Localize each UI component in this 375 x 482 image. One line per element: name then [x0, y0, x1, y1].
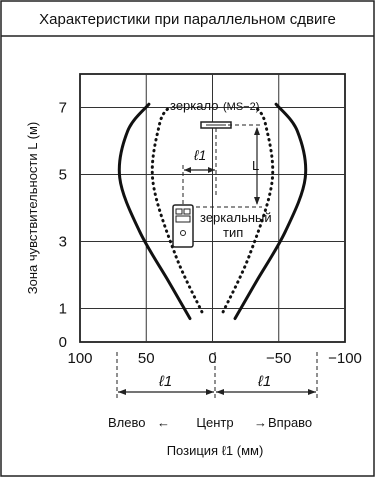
x-tick-labels: 100 50 0 −50 −100 — [67, 350, 361, 367]
direction-center-label: Центр — [196, 415, 233, 430]
y-tick-label: 1 — [59, 301, 67, 318]
y-axis-label: Зона чувствительности L (м) — [25, 122, 40, 294]
y-tick-label: 0 — [59, 334, 67, 351]
l1-arrow-left — [184, 167, 191, 173]
curves — [117, 102, 308, 321]
y-tick-label: 3 — [59, 234, 67, 251]
right-dim-label: ℓ1 — [257, 373, 271, 390]
sensor-window — [175, 215, 191, 223]
sensor-lens-left — [175, 208, 183, 215]
direction-left-arrow: ← — [157, 415, 170, 430]
left-dim-arrow-a — [118, 389, 126, 395]
chart-title: Характеристики при параллельном сдвиге — [39, 11, 336, 28]
sensor-label-line2: тип — [223, 225, 243, 240]
direction-left-label: Влево — [108, 415, 145, 430]
y-tick-labels: 0 1 3 5 7 — [59, 100, 67, 352]
l1-label: ℓ1 — [193, 147, 206, 163]
left-dim-label: ℓ1 — [158, 373, 172, 390]
dotted-curve-left — [150, 106, 204, 314]
y-tick-label: 5 — [59, 167, 67, 184]
x-tick-label: 50 — [138, 350, 155, 367]
setup-diagram: зеркало (MS−2) ℓ1 L зеркальный тип — [170, 98, 272, 248]
y-tick-label: 7 — [59, 100, 67, 117]
right-dim-arrow-b — [308, 389, 316, 395]
solid-curve-left — [117, 102, 192, 321]
x-tick-label: 100 — [67, 350, 92, 367]
left-dim-arrow-b — [206, 389, 214, 395]
l1-arrow-right — [208, 167, 215, 173]
L-arrow-up — [254, 127, 260, 135]
mirror-model-label: (MS−2) — [223, 101, 259, 113]
direction-right-label: Вправо — [268, 415, 312, 430]
x-tick-label: −100 — [328, 350, 362, 367]
sensor-indicator — [180, 230, 186, 236]
L-label: L — [252, 158, 259, 173]
x-tick-label: −50 — [266, 350, 291, 367]
x-tick-label: 0 — [208, 350, 216, 367]
grid — [80, 74, 345, 342]
position-dimensions: ℓ1 ℓ1 — [116, 352, 318, 400]
mirror-label: зеркало — [170, 98, 218, 113]
right-dim-arrow-a — [216, 389, 224, 395]
dotted-curve-right — [221, 106, 275, 314]
solid-curve-right — [233, 102, 308, 321]
sensor-label-line1: зеркальный — [200, 210, 272, 225]
sensor-lens-right — [183, 208, 191, 215]
L-arrow-down — [254, 197, 260, 205]
direction-right-arrow: → — [254, 415, 267, 430]
x-axis-label: Позиция ℓ1 (мм) — [167, 443, 264, 458]
